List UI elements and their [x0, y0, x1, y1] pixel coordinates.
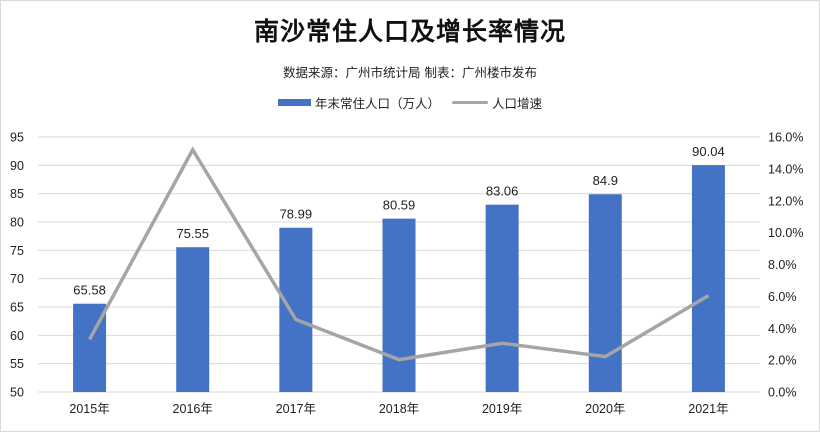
left-axis-tick: 85 [10, 187, 24, 201]
x-axis-tick: 2020年 [585, 402, 625, 416]
x-axis-tick: 2019年 [482, 402, 522, 416]
left-axis-tick: 80 [10, 216, 24, 230]
right-axis-tick: 6.0% [768, 290, 797, 304]
bar-data-label: 80.59 [383, 198, 416, 213]
x-axis-tick: 2016年 [173, 402, 213, 416]
chart-subtitle: 数据来源：广州市统计局 制表：广州楼市发布 [283, 65, 537, 80]
bar-data-label: 84.9 [593, 173, 618, 188]
left-axis-tick: 90 [10, 159, 24, 173]
x-axis-tick: 2015年 [69, 402, 109, 416]
bar-2018年 [382, 218, 416, 392]
right-axis-tick: 2.0% [768, 354, 797, 368]
bar-swatch-icon [277, 99, 311, 106]
left-axis-tick: 70 [10, 272, 24, 286]
bar-2016年 [176, 247, 210, 392]
bar-2017年 [279, 227, 313, 392]
bar-2019年 [485, 204, 519, 392]
x-axis-tick: 2018年 [379, 402, 419, 416]
legend-label-population: 年末常住人口（万人） [314, 96, 440, 111]
bar-data-label: 65.58 [73, 283, 106, 298]
right-axis-tick: 14.0% [768, 162, 803, 176]
bar-data-label: 90.04 [692, 144, 725, 159]
left-axis-tick: 75 [10, 244, 24, 258]
bar-data-label: 83.06 [486, 184, 519, 199]
x-axis-tick: 2017年 [276, 402, 316, 416]
right-axis-tick: 4.0% [768, 322, 797, 336]
x-axis-tick: 2021年 [688, 402, 728, 416]
legend-item-population: 年末常住人口（万人） [277, 93, 440, 112]
right-axis-tick: 0.0% [768, 386, 797, 400]
right-axis-tick: 8.0% [768, 258, 797, 272]
left-axis-tick: 55 [10, 357, 24, 371]
left-axis-tick: 50 [10, 386, 24, 400]
legend-item-growth: 人口增速 [452, 93, 542, 112]
bar-2021年 [691, 165, 725, 392]
right-axis-tick: 12.0% [768, 194, 803, 208]
growth-rate-line [88, 146, 710, 362]
bar-2020年 [588, 194, 622, 392]
legend-label-growth: 人口增速 [492, 96, 543, 111]
right-axis-tick: 16.0% [768, 131, 803, 145]
left-axis-tick: 60 [10, 329, 24, 343]
bar-data-label: 75.55 [176, 226, 209, 241]
legend: 年末常住人口（万人） 人口增速 [0, 93, 820, 112]
chart-title: 南沙常住人口及增长率情况 [253, 17, 566, 46]
line-swatch-icon [452, 101, 488, 104]
bar-data-label: 78.99 [280, 207, 313, 222]
left-axis-tick: 95 [10, 131, 24, 145]
left-axis-tick: 65 [10, 301, 24, 315]
right-axis-tick: 10.0% [768, 226, 803, 240]
